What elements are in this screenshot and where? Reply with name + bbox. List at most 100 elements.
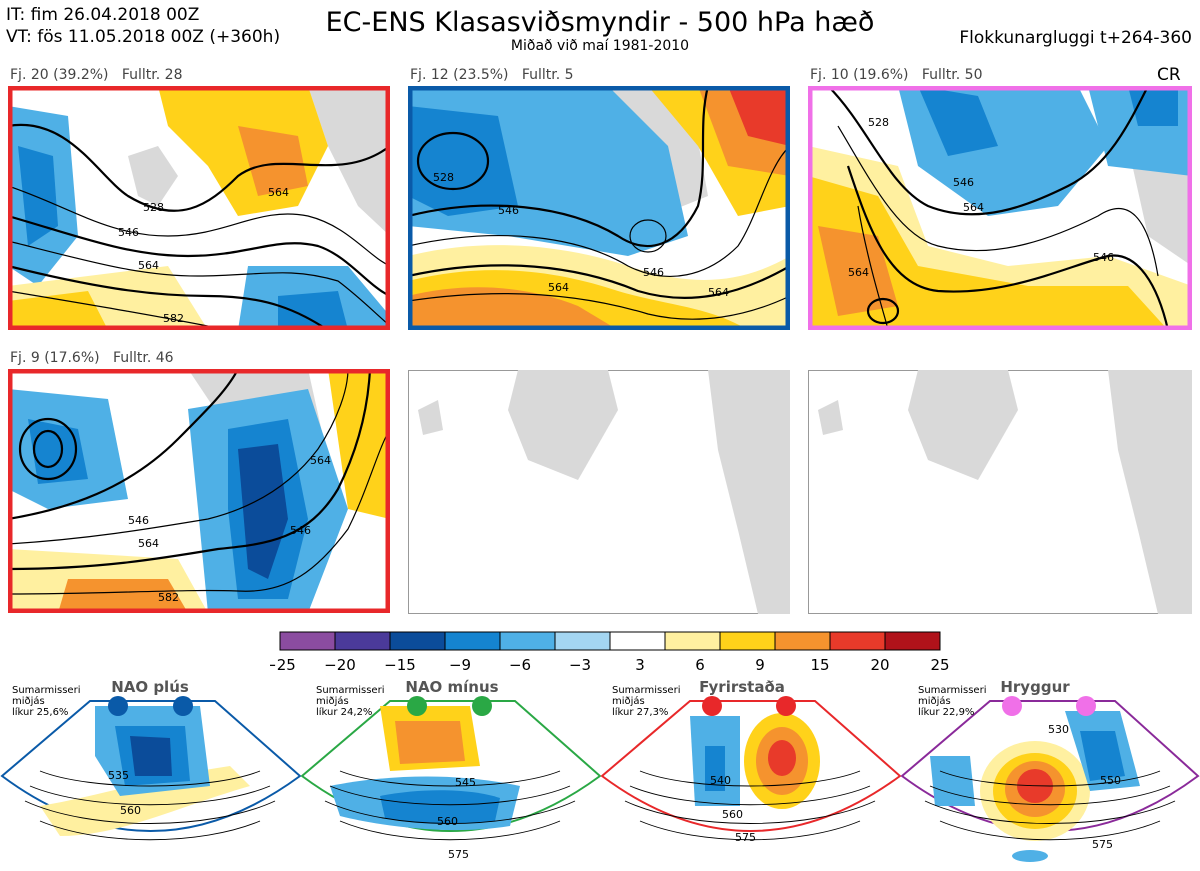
- regime-marker: [1002, 696, 1022, 716]
- valid-time: VT: fös 11.05.2018 00Z (+360h): [6, 27, 281, 47]
- panel-3-caption: Fj. 10 (19.6%) Fulltr. 50: [810, 67, 983, 83]
- regime-marker: [776, 696, 796, 716]
- contour-label: 564: [138, 537, 159, 550]
- colorbar-swatch: [554, 631, 611, 651]
- regime-nao-minus: 545 560 575 NAO mínus Sumarmisseri miðjá…: [300, 678, 602, 861]
- land-europe: [1108, 370, 1192, 614]
- anomaly-darkblue-south: [278, 291, 348, 330]
- anomaly-yellow-south: [8, 291, 108, 330]
- contour-label: 564: [848, 266, 869, 279]
- land-greenland: [508, 370, 618, 480]
- page-title: EC-ENS Klasasviðsmyndir - 500 hPa hæð: [325, 7, 875, 38]
- land-greenland: [908, 370, 1018, 480]
- contour-label: 564: [708, 286, 729, 299]
- panel-border: [808, 86, 1192, 330]
- contour-label: 528: [868, 116, 889, 129]
- regime-note: miðjás: [316, 695, 349, 707]
- regime-note: Sumarmisseri: [316, 685, 384, 696]
- cluster-map-2: 528 546 564 546 564: [408, 86, 790, 330]
- regime-contour-label: 560: [437, 815, 458, 828]
- colorbar-swatch: [279, 631, 336, 651]
- cluster-map-3: 528 546 564 564 546: [808, 86, 1192, 330]
- anomaly-yellow: [328, 369, 390, 519]
- colorbar-swatch: [444, 631, 501, 651]
- contour-label: 546: [128, 514, 149, 527]
- contour-label: 564: [268, 186, 289, 199]
- regime-nao-plus: 535 560 NAO plús Sumarmisseri miðjás lík…: [0, 678, 302, 841]
- colorbar-tick-label: 15: [810, 656, 829, 674]
- regime-contour-label: 575: [735, 831, 756, 844]
- colorbar-swatch: [389, 631, 446, 651]
- panel-2-caption: Fj. 12 (23.5%) Fulltr. 5: [410, 67, 574, 83]
- height-contours: [8, 369, 390, 595]
- contour-label: 546: [1093, 251, 1114, 264]
- empty-map-5: [408, 370, 790, 614]
- land-island: [818, 400, 843, 435]
- contour-label: 546: [118, 226, 139, 239]
- regime-note: Sumarmisseri: [612, 685, 680, 696]
- regime-contour-label: 535: [108, 769, 129, 782]
- colorbar-tick-label: 9: [755, 656, 765, 674]
- contour-label: 582: [158, 591, 179, 604]
- colorbar-swatch: [774, 631, 831, 651]
- contour-label: 546: [290, 524, 311, 537]
- panel-border: [8, 369, 390, 613]
- colorbar-tick-label: −15: [384, 656, 416, 674]
- colorbar-tick-label: 25: [930, 656, 949, 674]
- colorbar-tick-label: 3: [635, 656, 645, 674]
- regime-contour-label: 575: [448, 848, 469, 861]
- colorbar-swatch: [719, 631, 776, 651]
- regime-marker: [407, 696, 427, 716]
- panel-border: [8, 86, 390, 330]
- clustering-window: Flokkunargluggi t+264-360: [959, 28, 1192, 48]
- regime-marker: [1076, 696, 1096, 716]
- cr-tag: CR: [1157, 65, 1181, 85]
- contour-label: 582: [163, 312, 184, 325]
- anomaly-yellow: [808, 176, 1168, 330]
- regime-note: líkur 27,3%: [612, 706, 668, 718]
- colorbar-tick-label: 6: [695, 656, 705, 674]
- contour-label: 564: [310, 454, 331, 467]
- colorbar-swatch: [884, 631, 941, 651]
- colorbar-swatch: [334, 631, 391, 651]
- colorbar-swatch: [829, 631, 886, 651]
- colorbar-tick-label: −3: [569, 656, 591, 674]
- regime-note: miðjás: [12, 695, 45, 707]
- regime-contour-label: 550: [1100, 774, 1121, 787]
- anomaly-orange: [238, 126, 308, 196]
- contour-label: 564: [548, 281, 569, 294]
- land-europe: [708, 370, 790, 614]
- colorbar-swatches: [279, 631, 941, 651]
- regime-marker: [702, 696, 722, 716]
- colorbar: −25 −20 −15 −9 −6 −3 3 6 9 15 20 25: [270, 631, 950, 674]
- land-iceland: [128, 146, 178, 206]
- anomaly-red: [728, 86, 790, 146]
- cluster-map-4: 546 564 582 546 564: [8, 369, 390, 613]
- regime-name: Hryggur: [1000, 678, 1070, 696]
- contour-label: 546: [953, 176, 974, 189]
- regime-contour-label: 560: [722, 808, 743, 821]
- contour-label: 528: [433, 171, 454, 184]
- colorbar-tick-label: −20: [324, 656, 356, 674]
- panel-border: [408, 86, 790, 330]
- anomaly-darkblue: [408, 106, 518, 216]
- colorbar-ticks: −25 −20 −15 −9 −6 −3 3 6 9 15 20 25: [270, 656, 950, 674]
- colorbar-tick-label: −9: [449, 656, 471, 674]
- regime-note: líkur 24,2%: [316, 706, 372, 718]
- colorbar-swatch: [609, 631, 666, 651]
- page-subtitle: Miðað við maí 1981-2010: [510, 38, 690, 54]
- panel-4-caption: Fj. 9 (17.6%) Fulltr. 46: [10, 350, 174, 366]
- regime-contour-label: 530: [1048, 723, 1069, 736]
- regime-marker: [108, 696, 128, 716]
- regime-contour-label: 540: [710, 774, 731, 787]
- land-greenland: [308, 86, 390, 236]
- anomaly-orange-south: [408, 287, 618, 330]
- colorbar-swatch: [499, 631, 556, 651]
- regime-panels: 535 560 NAO plús Sumarmisseri miðjás lík…: [0, 678, 1200, 862]
- empty-map-6: [808, 370, 1192, 614]
- regime-note: líkur 22,9%: [918, 706, 974, 718]
- regime-note: Sumarmisseri: [918, 685, 986, 696]
- contour-label: 546: [643, 266, 664, 279]
- regime-contour-label: 560: [120, 804, 141, 817]
- anomaly-orange: [58, 579, 188, 613]
